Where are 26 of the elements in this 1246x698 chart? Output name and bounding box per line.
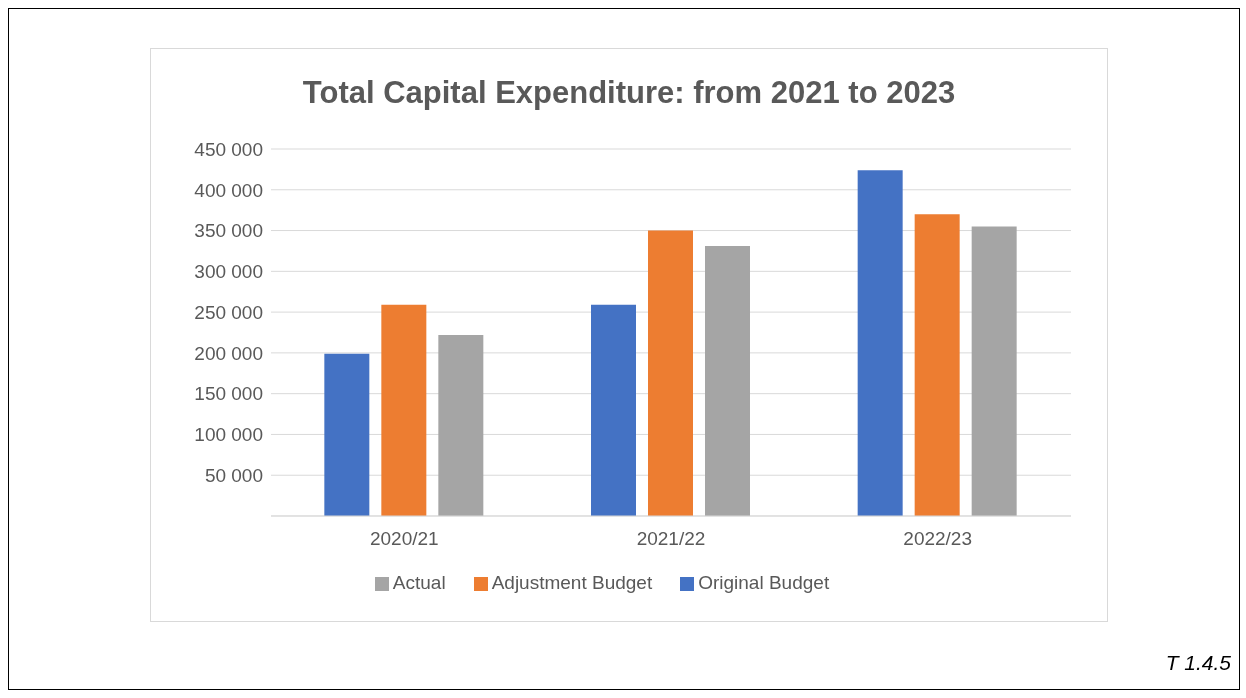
y-tick-label: 450 000 — [194, 138, 263, 160]
x-tick-label: 2020/21 — [369, 528, 439, 550]
bar — [648, 230, 693, 516]
x-tick-label: 2021/22 — [636, 528, 706, 550]
bar — [914, 214, 960, 516]
y-tick-label: 50 000 — [204, 464, 263, 486]
bar — [381, 304, 427, 516]
bar — [438, 334, 484, 516]
chart-title: Total Capital Expenditure: from 2021 to 2023 — [301, 75, 957, 111]
bar — [857, 170, 903, 516]
y-tick-label: 200 000 — [194, 342, 263, 364]
y-tick-label: 350 000 — [194, 220, 263, 242]
y-tick-label: 250 000 — [194, 301, 263, 323]
y-tick-label: 400 000 — [194, 179, 263, 201]
y-tick-label: 150 000 — [194, 383, 263, 405]
bar — [971, 226, 1017, 516]
legend-label: Original Budget — [698, 572, 830, 593]
y-tick-label: 300 000 — [194, 261, 263, 283]
y-tick-label: 100 000 — [194, 424, 263, 446]
bar — [591, 304, 636, 516]
x-tick-label: 2022/23 — [903, 528, 973, 550]
legend-label: Adjustment Budget — [491, 572, 653, 593]
legend-label: Actual — [392, 572, 446, 593]
text: T 1.4.5 — [1165, 651, 1231, 675]
bar — [324, 353, 370, 516]
bar — [705, 246, 750, 516]
